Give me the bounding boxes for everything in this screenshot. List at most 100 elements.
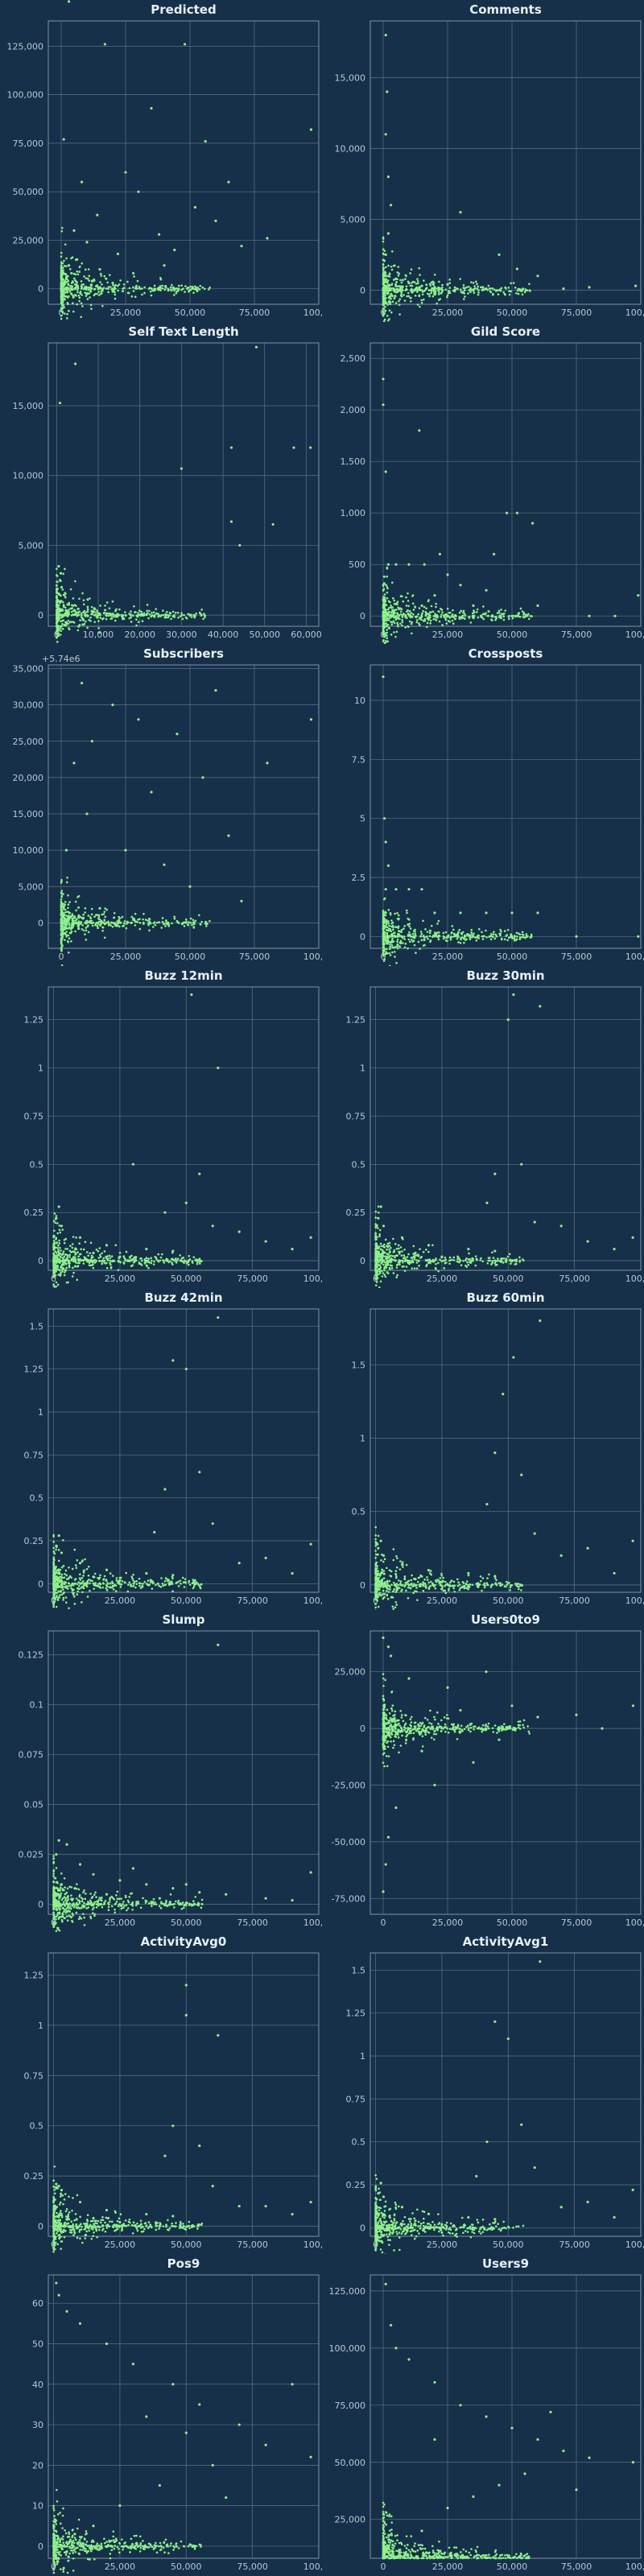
scatter-point [57,625,60,628]
scatter-point [76,614,78,617]
scatter-point [118,1576,122,1579]
scatter-point [62,1250,65,1253]
scatter-point [434,1266,437,1269]
point-cloud [382,566,534,644]
scatter-point [175,1582,178,1584]
scatter-point [155,1257,158,1261]
scatter-point [76,291,79,294]
scatter-point [177,284,180,287]
scatter-point [107,287,109,291]
scatter-point [208,919,211,923]
data-point [586,1240,589,1243]
scatter-point [105,908,108,911]
scatter-point [419,935,422,937]
x-tick-label: 50,000 [171,1596,202,1606]
scatter-point [165,920,167,923]
scatter-point [378,1270,382,1274]
x-tick-label: 100,00 [625,1274,644,1284]
scatter-point [412,609,415,611]
data-point [137,190,140,193]
scatter-point [412,1245,415,1248]
scatter-point [107,291,109,294]
scatter-point [452,622,455,625]
scatter-point [382,609,385,613]
data-point [184,1201,188,1204]
scatter-point [87,268,90,270]
scatter-point [145,1259,147,1262]
scatter-point [382,953,385,956]
scatter-point [485,929,487,932]
scatter-point [374,1253,377,1257]
scatter-point [74,1564,77,1567]
scatter-point [61,608,64,611]
scatter-point [150,1261,153,1265]
scatter-point [522,616,525,618]
scatter-point [497,612,501,614]
scatter-point [526,614,529,617]
scatter-point [409,616,412,618]
scatter-point [93,294,96,297]
scatter-point [524,615,527,617]
scatter-point [440,607,442,610]
scatter-point [101,1262,104,1265]
scatter-point [385,302,388,304]
data-point [64,848,68,852]
scatter-point [72,597,75,600]
scatter-point [188,1259,191,1261]
scatter-point [101,913,103,916]
scatter-point [101,1586,105,1589]
scatter-point [481,1260,484,1263]
scatter-point [105,1579,108,1581]
scatter-point [64,312,66,315]
scatter-point [374,1210,378,1213]
scatter-point [385,911,387,914]
data-point [264,1240,267,1243]
scatter-point [60,932,63,935]
data-point [384,34,387,37]
scatter-point [389,929,391,932]
scatter-point [195,1581,198,1583]
scatter-point [401,289,404,291]
scatter-point [88,292,91,295]
scatter-point [382,1250,384,1253]
scatter-point [462,1260,464,1262]
scatter-point [192,919,195,922]
x-tick-label: 50,000 [171,1274,202,1284]
scatter-point [385,919,388,922]
y-tick-label: 10,000 [13,471,44,481]
scatter-point [396,947,399,950]
scatter-point [113,916,115,919]
scatter-point [84,1241,87,1244]
scatter-point [188,1263,190,1266]
scatter-point [109,1265,113,1269]
scatter-point [56,628,59,631]
scatter-point [387,275,390,278]
scatter-point [419,617,421,619]
scatter-point [192,927,196,929]
scatter-point [52,1546,55,1550]
scatter-point [103,1250,106,1253]
scatter-point [399,622,402,625]
scatter-point [437,293,440,295]
scatter-point [114,293,117,296]
scatter-point [387,291,390,293]
scatter-point [70,1584,72,1587]
chart-title: Buzz 30min [466,968,544,983]
scatter-point [428,283,431,285]
scatter-point [464,295,466,298]
data-point [384,253,387,256]
scatter-point [198,611,201,614]
scatter-point [396,612,398,614]
scatter-point [88,279,90,282]
scatter-point [151,1587,154,1590]
scatter-point [396,926,398,929]
scatter-point [134,912,137,915]
scatter-point [477,927,481,931]
data-point [309,446,312,449]
scatter-point [389,614,392,617]
scatter-point [410,1261,413,1264]
scatter-point [193,922,196,924]
scatter-point [73,1257,76,1260]
data-point [92,1251,95,1255]
scatter-point [121,1579,124,1583]
